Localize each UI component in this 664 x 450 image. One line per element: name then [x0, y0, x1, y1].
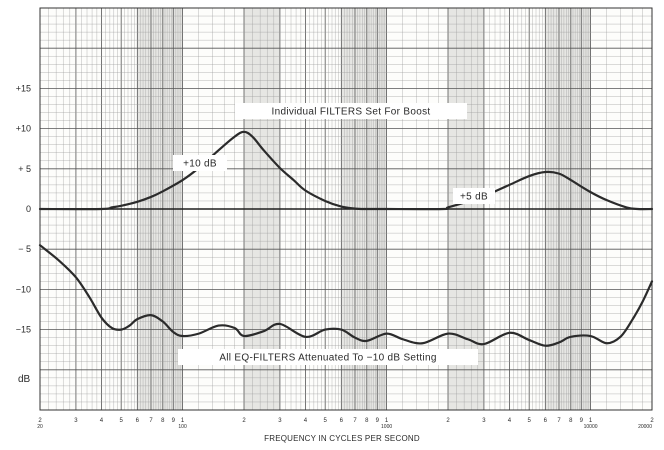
x-tick-decade-label: 100: [178, 424, 187, 430]
x-tick-label: 5: [120, 418, 124, 424]
x-tick-label: 9: [172, 418, 176, 424]
x-tick-label: 2: [38, 418, 42, 424]
chart-series: [38, 130, 654, 347]
attenuated-curve: [38, 244, 654, 347]
x-tick-label: 1: [589, 418, 593, 424]
annotation-plus10db-text: +10 dB: [183, 159, 217, 170]
annotation-plus10db: +10 dB: [173, 155, 227, 171]
x-tick-label: 8: [569, 418, 573, 424]
x-tick-label: 7: [557, 418, 561, 424]
x-tick-label: 6: [544, 418, 548, 424]
annotation-plus5db: +5 dB: [453, 188, 495, 204]
x-tick-label: 5: [324, 418, 328, 424]
x-tick-label: 7: [353, 418, 357, 424]
x-tick-decade-label: 20: [37, 424, 43, 430]
annotation-attenuated: All EQ-FILTERS Attenuated To −10 dB Sett…: [178, 349, 478, 365]
x-tick-label: 9: [376, 418, 380, 424]
x-tick-decade-label: 1000: [381, 424, 392, 430]
x-tick-label: 4: [100, 418, 104, 424]
x-tick-label: 1: [181, 418, 185, 424]
y-axis-label: dB: [18, 374, 31, 385]
y-tick-label: +15: [16, 83, 31, 93]
y-tick-label: 0: [26, 204, 31, 214]
x-tick-label: 9: [580, 418, 584, 424]
x-tick-label: 6: [340, 418, 344, 424]
annotation-plus5db-text: +5 dB: [460, 192, 488, 203]
x-tick-label: 2: [650, 418, 654, 424]
annotation-plus10db-box: [173, 155, 227, 171]
x-tick-label: 8: [161, 418, 165, 424]
y-tick-label: +10: [16, 124, 31, 134]
x-tick-decade-label: 10000: [584, 424, 598, 430]
x-tick-label: 7: [149, 418, 153, 424]
boost-10db-curve: [38, 130, 388, 211]
x-tick-decade-label: 20000: [638, 424, 652, 430]
x-tick-label: 3: [482, 418, 486, 424]
x-tick-label: 2: [446, 418, 450, 424]
chart-annotations: Individual FILTERS Set For Boost +10 dB +5…: [173, 103, 495, 365]
annotation-boost-title-text: Individual FILTERS Set For Boost: [272, 107, 431, 118]
x-tick-label: 1: [385, 418, 389, 424]
y-tick-label: −10: [16, 284, 31, 294]
y-tick-label: −15: [16, 325, 31, 335]
annotation-attenuated-box: [178, 349, 478, 365]
x-tick-label: 5: [528, 418, 532, 424]
x-tick-label: 2: [242, 418, 246, 424]
x-tick-label: 4: [304, 418, 308, 424]
x-tick-label: 4: [508, 418, 512, 424]
annotation-attenuated-text: All EQ-FILTERS Attenuated To −10 dB Sett…: [219, 353, 436, 364]
x-tick-label: 3: [74, 418, 78, 424]
boost-5db-curve: [385, 170, 654, 211]
annotation-plus5db-box: [453, 188, 495, 204]
y-tick-label: + 5: [18, 164, 31, 174]
annotation-boost-title: Individual FILTERS Set For Boost: [235, 103, 467, 119]
x-tick-label: 6: [136, 418, 140, 424]
y-tick-label: − 5: [18, 244, 31, 254]
x-axis-label: FREQUENCY IN CYCLES PER SECOND: [264, 434, 420, 443]
x-tick-label: 3: [278, 418, 282, 424]
annotation-boost-title-box: [235, 103, 467, 119]
x-tick-label: 8: [365, 418, 369, 424]
